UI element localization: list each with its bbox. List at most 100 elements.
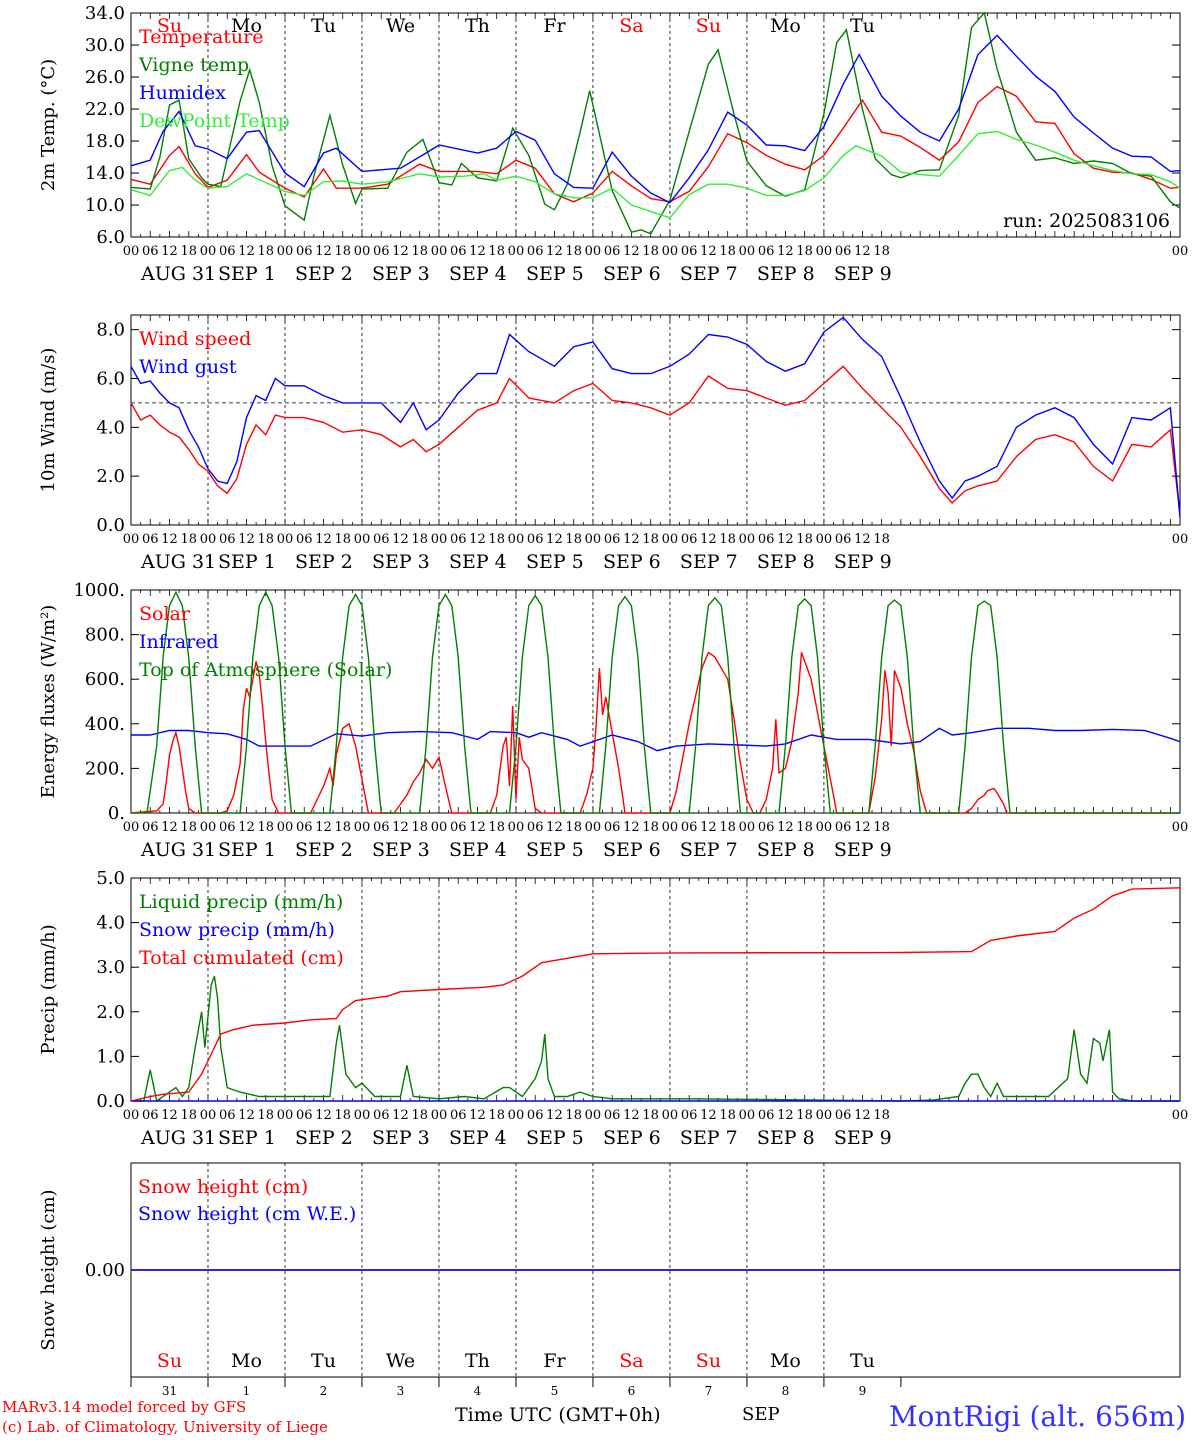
hour-label: 00	[508, 1108, 525, 1123]
hour-label: 06	[758, 532, 775, 547]
date-label: SEP 8	[757, 263, 815, 285]
hour-label: 12	[161, 532, 178, 547]
series-line	[130, 887, 1181, 1102]
y-axis-label: Energy fluxes (W/m²)	[38, 605, 59, 799]
hour-label: 12	[854, 532, 871, 547]
hour-label: 18	[488, 532, 505, 547]
hour-label: 00	[662, 1108, 679, 1123]
hour-label: 00	[739, 1108, 756, 1123]
hour-label: 12	[238, 532, 255, 547]
y-tick-label: 0.00	[85, 1260, 125, 1281]
hour-label: 00	[739, 820, 756, 835]
legend-entry: Snow precip (mm/h)	[139, 919, 335, 941]
date-label: SEP 2	[295, 551, 353, 573]
hour-label: 12	[315, 820, 332, 835]
hour-label: 00	[1172, 244, 1189, 259]
date-label: AUG 31	[140, 1127, 216, 1149]
dow-label: Th	[465, 15, 490, 37]
dow-label: Mo	[231, 1350, 262, 1372]
hour-label: 06	[681, 820, 698, 835]
dow-label: Su	[696, 1350, 721, 1372]
y-tick-label: 600.	[85, 669, 125, 690]
hour-label: 12	[392, 532, 409, 547]
hour-label: 00	[508, 820, 525, 835]
hour-label: 18	[719, 532, 736, 547]
legend-entry: Liquid precip (mm/h)	[139, 891, 343, 913]
dow-label: Th	[465, 1350, 490, 1372]
hour-label: 12	[161, 1108, 178, 1123]
series-line	[131, 727, 1181, 752]
date-label: SEP 9	[834, 263, 892, 285]
hour-label: 00	[354, 1108, 371, 1123]
hour-label: 06	[604, 244, 621, 259]
dow-label: Tu	[850, 15, 875, 37]
hour-label: 00	[585, 1108, 602, 1123]
day-number: 9	[859, 1384, 867, 1398]
y-tick-label: 26.0	[85, 67, 125, 88]
hour-label: 06	[681, 244, 698, 259]
date-label: SEP 5	[526, 839, 584, 861]
panel-frame	[130, 314, 1181, 526]
date-label: SEP 6	[603, 839, 661, 861]
hour-label: 18	[180, 244, 197, 259]
date-label: SEP 8	[757, 551, 815, 573]
day-number: 8	[782, 1384, 790, 1398]
date-label: SEP 7	[680, 839, 738, 861]
hour-label: 06	[758, 244, 775, 259]
dow-label: Mo	[770, 15, 801, 37]
date-label: SEP 1	[218, 263, 276, 285]
y-tick-label: 30.0	[85, 35, 125, 56]
month-label: SEP	[742, 1404, 780, 1425]
hour-label: 18	[411, 532, 428, 547]
hour-label: 00	[277, 244, 294, 259]
hour-label: 06	[450, 244, 467, 259]
hour-label: 06	[373, 244, 390, 259]
date-label: SEP 6	[603, 551, 661, 573]
hour-label: 00	[123, 820, 140, 835]
hour-label: 06	[142, 244, 159, 259]
hour-label: 12	[623, 532, 640, 547]
legend-entry: Vigne temp	[138, 54, 249, 76]
hour-label: 00	[816, 1108, 833, 1123]
hour-label: 00	[354, 244, 371, 259]
series-line	[131, 975, 1180, 1103]
hour-label: 06	[835, 244, 852, 259]
hour-label: 00	[739, 532, 756, 547]
y-tick-label: 2.0	[96, 1002, 125, 1023]
hour-label: 00	[585, 820, 602, 835]
hour-label: 00	[431, 532, 448, 547]
date-label: SEP 6	[603, 263, 661, 285]
date-label: SEP 7	[680, 263, 738, 285]
hour-label: 06	[142, 532, 159, 547]
hour-label: 18	[642, 1108, 659, 1123]
hour-label: 06	[142, 820, 159, 835]
hour-label: 12	[315, 244, 332, 259]
hour-label: 06	[604, 820, 621, 835]
dow-label: Tu	[311, 15, 336, 37]
hour-label: 18	[642, 244, 659, 259]
hour-label: 18	[411, 1108, 428, 1123]
hour-label: 12	[854, 244, 871, 259]
dow-label: Tu	[311, 1350, 336, 1372]
hour-label: 18	[796, 820, 813, 835]
y-tick-label: 800.	[85, 625, 125, 646]
hour-label: 12	[854, 820, 871, 835]
y-tick-label: 0.	[108, 803, 125, 824]
hour-label: 00	[662, 244, 679, 259]
hour-label: 18	[180, 1108, 197, 1123]
hour-label: 00	[816, 532, 833, 547]
hour-label: 18	[411, 820, 428, 835]
hour-label: 12	[469, 244, 486, 259]
dow-label: Su	[157, 1350, 182, 1372]
y-tick-label: 8.0	[96, 320, 125, 341]
hour-label: 06	[758, 820, 775, 835]
hour-label: 06	[681, 532, 698, 547]
y-tick-label: 14.0	[85, 163, 125, 184]
hour-label: 18	[565, 532, 582, 547]
series-line	[130, 651, 1180, 814]
hour-label: 12	[623, 1108, 640, 1123]
hour-label: 12	[546, 820, 563, 835]
hour-label: 06	[296, 532, 313, 547]
hour-label: 00	[200, 820, 217, 835]
hour-label: 18	[334, 820, 351, 835]
